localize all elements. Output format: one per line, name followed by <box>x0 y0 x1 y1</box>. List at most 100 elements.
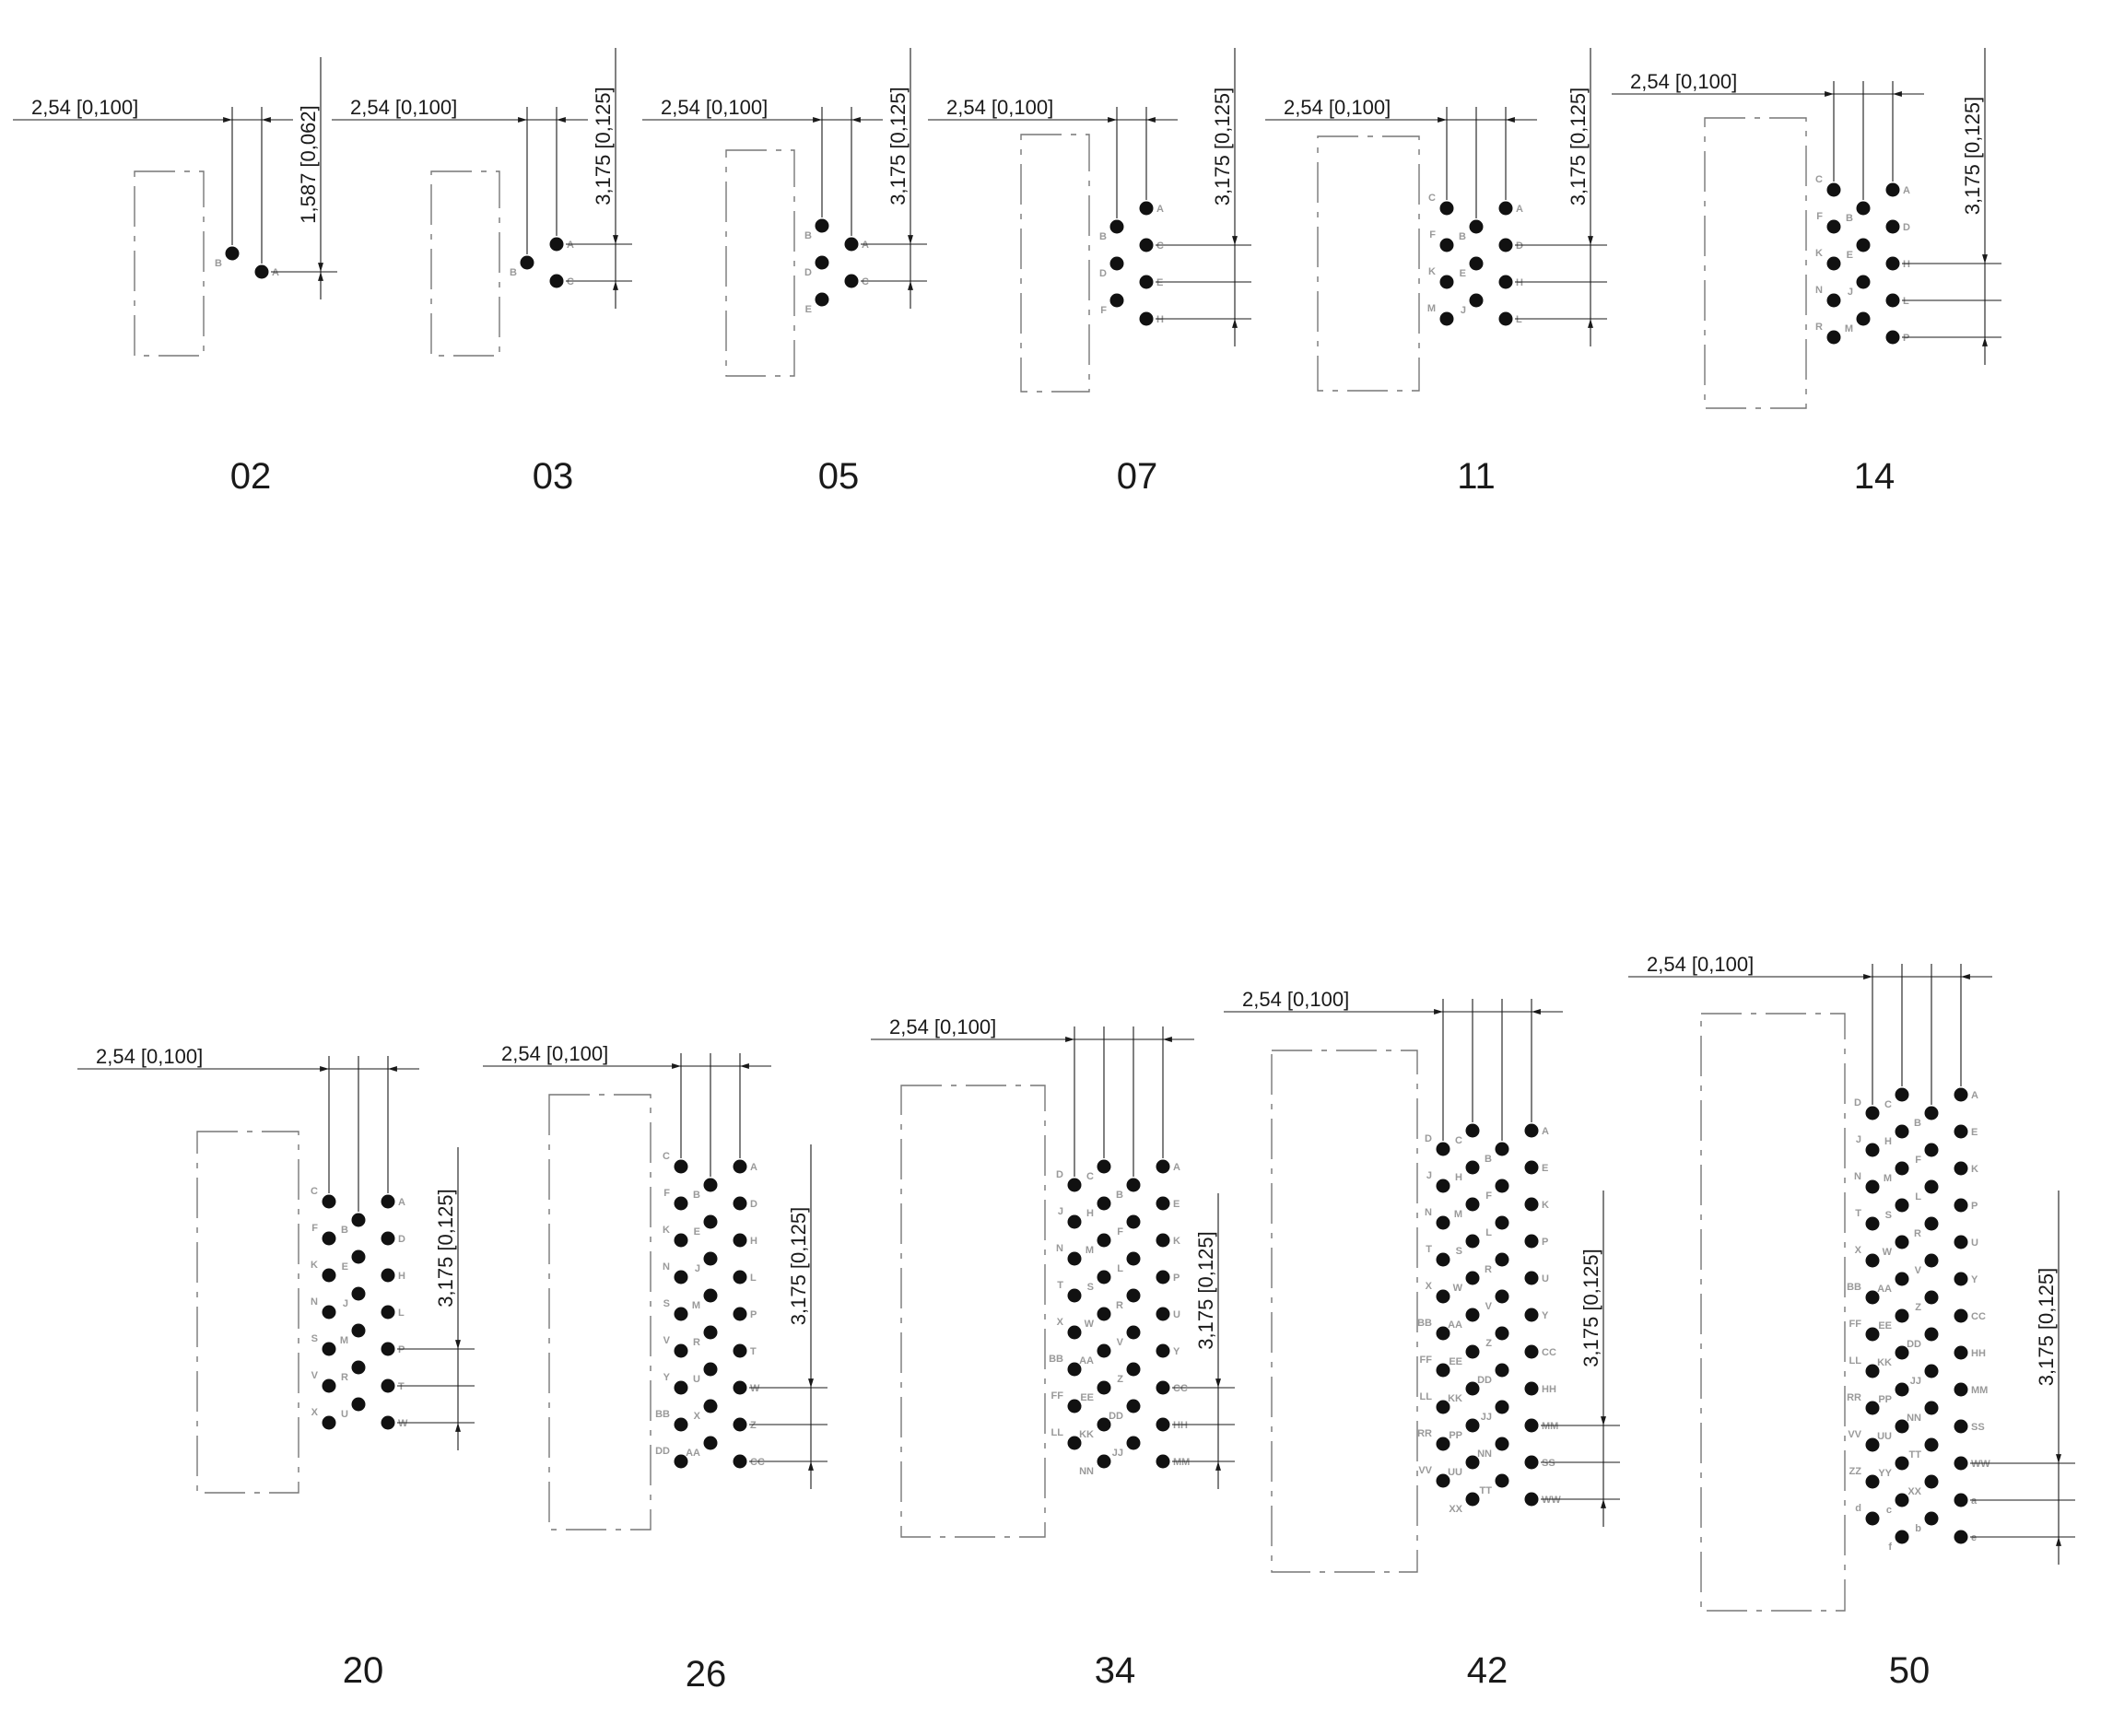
contact-pin <box>1954 1530 1968 1544</box>
contact-pin <box>733 1196 747 1211</box>
contact-pin <box>1436 1326 1450 1341</box>
layout-size-label: 42 <box>1467 1650 1508 1691</box>
contact-label: TT <box>1480 1485 1493 1496</box>
contact-label: BB <box>1417 1318 1432 1329</box>
contact-pin <box>1826 330 1841 345</box>
contact-label: R <box>1116 1300 1123 1311</box>
contact-label: YY <box>1878 1468 1892 1479</box>
contact-label: K <box>663 1225 670 1236</box>
contact-label: D <box>750 1199 757 1210</box>
contact-label: M <box>1884 1173 1892 1184</box>
contact-pin <box>1495 1473 1509 1488</box>
contact-pin <box>844 274 859 288</box>
contact-label: f <box>1888 1542 1892 1553</box>
contact-label: F <box>1915 1155 1921 1166</box>
contact-label: N <box>311 1296 318 1308</box>
contact-label: Z <box>1915 1302 1921 1313</box>
contact-pin <box>1436 1289 1450 1304</box>
contact-label: VV <box>1418 1465 1432 1476</box>
contact-label: B <box>1099 231 1107 242</box>
layout-size-label: 34 <box>1095 1650 1136 1691</box>
contact-label: WW <box>1542 1495 1561 1506</box>
pitch-dimension-text: 2,54 [0,100] <box>501 1042 608 1065</box>
contact-label: T <box>1426 1244 1432 1255</box>
contact-label: W <box>398 1418 408 1429</box>
contact-label: Y <box>663 1372 671 1383</box>
contact-label: PP <box>1449 1430 1462 1441</box>
contact-pin <box>1895 1235 1909 1249</box>
contact-pin <box>703 1178 718 1192</box>
contact-label: DD <box>1477 1375 1492 1386</box>
contact-label: A <box>862 240 869 251</box>
contact-pin <box>351 1397 366 1412</box>
contact-pin <box>322 1305 336 1320</box>
contact-label: X <box>694 1411 701 1422</box>
contact-label: H <box>750 1236 757 1247</box>
contact-label: P <box>1542 1237 1548 1248</box>
contact-pin <box>381 1268 395 1283</box>
contact-label: A <box>1156 204 1164 215</box>
contact-pin <box>1954 1456 1968 1471</box>
contact-pin <box>1826 293 1841 308</box>
contact-label: S <box>663 1298 670 1309</box>
contact-label: D <box>1903 222 1910 233</box>
layout-size-label: 03 <box>533 456 574 497</box>
contact-label: C <box>1086 1171 1094 1182</box>
insert-outline <box>1704 117 1807 409</box>
contact-pin <box>1895 1456 1909 1471</box>
contact-pin <box>351 1323 366 1338</box>
contact-label: T <box>1057 1280 1063 1291</box>
contact-pin <box>1885 219 1900 234</box>
contact-label: LL <box>1849 1355 1862 1367</box>
contact-label: D <box>1516 240 1523 252</box>
contact-label: B <box>1914 1118 1921 1129</box>
contact-label: W <box>750 1383 760 1394</box>
contact-pin <box>1895 1272 1909 1286</box>
contact-label: X <box>1855 1245 1862 1256</box>
contact-pin <box>1067 1251 1082 1266</box>
contact-pin <box>322 1194 336 1209</box>
contact-label: T <box>1855 1208 1861 1219</box>
contact-pin <box>1885 182 1900 197</box>
contact-label: b <box>1915 1523 1921 1534</box>
contact-label: K <box>1428 266 1436 277</box>
contact-pin <box>1865 1106 1880 1120</box>
contact-pin <box>1436 1437 1450 1451</box>
contact-pin <box>1156 1159 1170 1174</box>
contact-pin <box>733 1417 747 1432</box>
contact-pin <box>1139 275 1154 289</box>
contact-label: FF <box>1849 1319 1862 1330</box>
row-spacing-text: 3,175 [0,125] <box>2035 1268 2058 1386</box>
contact-label: KK <box>1877 1357 1892 1368</box>
contact-pin <box>1139 238 1154 252</box>
contact-pin <box>1156 1417 1170 1432</box>
contact-label: HH <box>1971 1348 1986 1359</box>
contact-pin <box>1895 1198 1909 1213</box>
contact-label: JJ <box>1112 1448 1123 1459</box>
contact-pin <box>1865 1511 1880 1526</box>
contact-pin <box>1436 1215 1450 1230</box>
contact-pin <box>1465 1308 1480 1322</box>
contact-pin <box>1126 1288 1141 1303</box>
contact-label: D <box>1854 1097 1861 1108</box>
row-spacing-text: 3,175 [0,125] <box>886 87 910 205</box>
contact-pin <box>1126 1399 1141 1413</box>
contact-pin <box>1895 1161 1909 1176</box>
contact-pin <box>520 255 534 270</box>
contact-label: E <box>1460 268 1466 279</box>
contact-pin <box>1826 256 1841 271</box>
contact-label: D <box>398 1234 405 1245</box>
contact-label: P <box>398 1344 405 1355</box>
contact-pin <box>1465 1123 1480 1138</box>
contact-pin <box>1895 1530 1909 1544</box>
contact-pin <box>1924 1364 1939 1378</box>
contact-pin <box>322 1415 336 1430</box>
contact-label: JJ <box>1910 1376 1921 1387</box>
contact-pin <box>1865 1364 1880 1378</box>
contact-label: AA <box>1877 1284 1892 1295</box>
contact-label: CC <box>1173 1383 1188 1394</box>
contact-pin <box>1126 1362 1141 1377</box>
contact-pin <box>1109 219 1124 234</box>
contact-label: A <box>750 1162 757 1173</box>
